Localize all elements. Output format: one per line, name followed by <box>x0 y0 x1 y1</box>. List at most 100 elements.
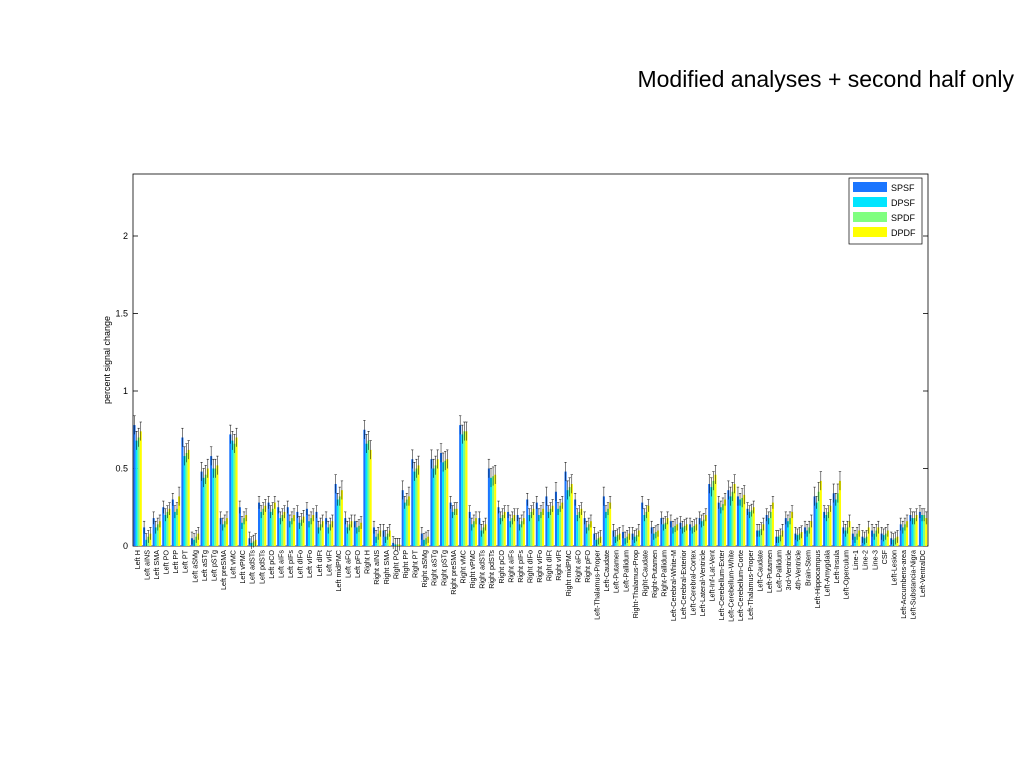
bar-dpsf <box>135 440 138 546</box>
plot-frame <box>132 173 929 547</box>
bar-spsf <box>468 511 471 546</box>
x-tick-label: Left vIFo <box>305 550 314 578</box>
bar-dpdf <box>379 530 382 546</box>
bar-dpdf <box>503 511 506 546</box>
bar-spdf <box>721 504 725 546</box>
bar-spsf <box>238 507 241 546</box>
bar-spdf <box>501 515 504 546</box>
x-tick-label: Right-Pallidum <box>660 550 669 597</box>
bar-dpsf <box>442 462 445 546</box>
bar-dpsf <box>537 515 540 546</box>
y-tick-label: 2 <box>123 231 128 241</box>
bar-dpdf <box>886 530 889 546</box>
bar-dpsf <box>806 530 809 546</box>
bar-spdf <box>223 521 226 546</box>
x-tick-label: Right pFO <box>583 550 592 583</box>
x-tick-label: Left-Pallidum <box>621 550 630 592</box>
bar-dpdf <box>925 518 928 546</box>
bar-spsf <box>478 518 481 546</box>
bar-dpsf <box>557 508 560 546</box>
bar-dpsf <box>355 527 358 546</box>
x-tick-label: Left PP <box>171 550 180 574</box>
bar-dpsf <box>719 507 722 546</box>
bar-spsf <box>162 507 165 546</box>
bar-dpdf <box>465 431 468 546</box>
bar-dpsf <box>365 443 368 546</box>
bar-spsf <box>219 518 222 546</box>
x-tick-label: Left pIFs <box>286 550 295 578</box>
bar-spsf <box>698 518 701 546</box>
x-tick-label: Left-Substancia-Nigra <box>909 550 918 620</box>
bar-dpsf <box>825 515 828 546</box>
bar-dpsf <box>834 499 837 546</box>
bar-dpsf <box>154 527 157 546</box>
bar-spsf <box>497 507 500 546</box>
x-tick-label: Left-Cerebellum-Corte <box>736 550 745 621</box>
bar-spdf <box>243 518 246 546</box>
bar-dpdf <box>733 484 736 546</box>
bar-dpdf <box>915 515 918 546</box>
bar-spdf <box>175 508 179 546</box>
bar-spdf <box>233 443 236 546</box>
bar-spdf <box>300 519 303 546</box>
legend-swatch-dpsf <box>853 197 887 207</box>
bar-spsf <box>459 425 462 546</box>
bar-dpdf <box>340 490 343 546</box>
bar-dpsf <box>566 490 569 546</box>
bar-spsf <box>574 499 577 546</box>
bar-dpdf <box>771 502 774 546</box>
bar-spdf <box>741 497 744 546</box>
x-tick-label: Left dIFt <box>315 550 324 576</box>
bar-spsf <box>257 502 261 546</box>
bar-dpsf <box>260 511 263 546</box>
bar-spsf <box>315 511 318 546</box>
bar-spdf <box>836 493 839 546</box>
y-tick-label: 0.5 <box>115 464 128 474</box>
x-tick-label: Left-Cerebral-Cortex <box>688 550 697 616</box>
bar-dpdf <box>206 468 209 546</box>
x-tick-label: Right aIFs <box>506 550 515 583</box>
x-tick-label: Left-Cerebellum-Exter <box>717 549 726 620</box>
x-tick-label: Right PP <box>401 550 410 579</box>
bar-dpdf <box>407 496 411 546</box>
x-tick-label: Right vIFt <box>554 550 563 581</box>
bar-spsf <box>717 502 720 546</box>
bar-dpdf <box>494 474 497 546</box>
bar-dpdf <box>178 496 181 546</box>
bar-spsf <box>325 518 328 546</box>
x-tick-label: Left PO <box>162 550 171 575</box>
bar-spdf <box>788 518 792 546</box>
bar-dpdf <box>302 516 305 546</box>
bar-spsf <box>535 502 538 546</box>
bar-spsf <box>899 524 902 546</box>
bar-dpdf <box>369 449 372 546</box>
x-tick-label: Left adSTs <box>248 550 257 584</box>
bar-spsf <box>363 429 366 546</box>
bar-dpdf <box>522 518 525 546</box>
legend-label: SPDF <box>891 213 916 223</box>
bar-dpsf <box>231 440 234 546</box>
bar-dpdf <box>781 530 784 546</box>
x-tick-label: Left-Amygdala <box>822 550 831 596</box>
bar-spsf <box>430 459 433 546</box>
bar-dpdf <box>724 499 727 546</box>
bar-spsf <box>689 524 692 546</box>
bar-spsf <box>736 496 739 546</box>
x-tick-label: Left-Accumbens-area <box>899 550 908 619</box>
bar-spdf <box>702 519 705 546</box>
bar-spsf <box>133 425 136 546</box>
x-tick-label: Left pFO <box>353 550 362 578</box>
bar-dpdf <box>800 532 803 546</box>
bar-spdf <box>846 527 849 546</box>
bar-spsf <box>449 502 452 546</box>
bar-spsf <box>296 511 299 546</box>
x-tick-label: Right pSTg <box>439 550 448 586</box>
bar-dpdf <box>810 521 813 546</box>
x-tick-label: Left-Lateral-Ventricle <box>698 550 707 616</box>
bar-dpdf <box>245 515 248 546</box>
x-tick-label: Right vPMC <box>468 550 477 588</box>
bar-dpdf <box>561 502 564 546</box>
bar-dpsf <box>212 468 215 546</box>
x-tick-label: Left aSMg <box>190 550 199 583</box>
legend-swatch-dpdf <box>853 227 887 237</box>
